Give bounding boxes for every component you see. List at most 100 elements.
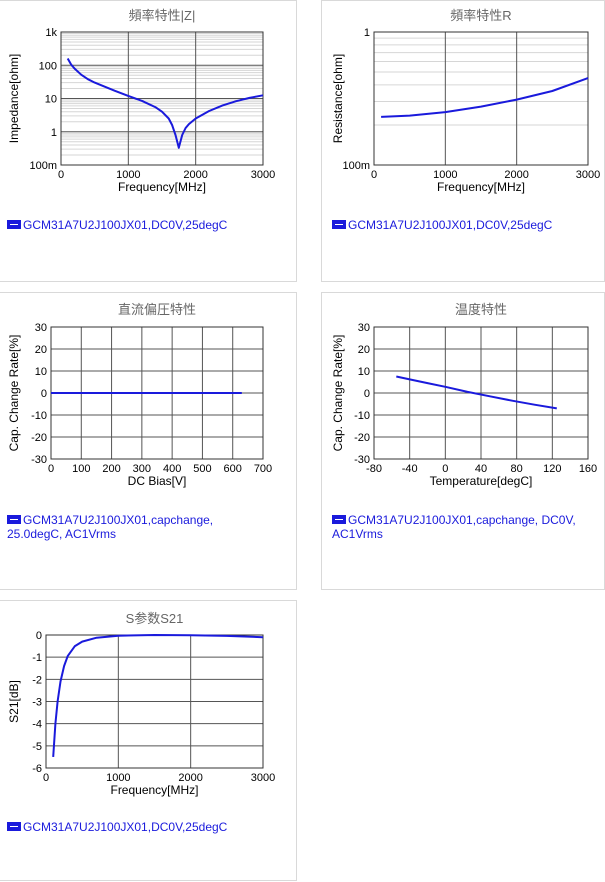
legend-swatch-icon — [7, 515, 21, 524]
x-tick-label: 2000 — [178, 772, 202, 784]
y-tick-label: 100m — [29, 160, 57, 172]
y-axis-label: Cap. Change Rate[%] — [331, 335, 345, 452]
y-tick-label: 0 — [364, 388, 370, 400]
y-tick-label: 30 — [35, 322, 47, 334]
x-tick-label: 200 — [102, 463, 120, 475]
y-tick-label: 1 — [51, 127, 57, 139]
y-tick-label: -3 — [32, 697, 42, 709]
y-tick-label: -5 — [32, 741, 42, 753]
series-line — [66, 58, 264, 149]
x-tick-label: 0 — [48, 463, 54, 475]
y-tick-label: -20 — [31, 432, 47, 444]
legend-label: GCM31A7U2J100JX01,capchange, 25.0degC, A… — [7, 513, 214, 541]
plot-frame — [60, 31, 264, 166]
legend-swatch-icon — [332, 220, 346, 229]
y-tick-label: 10 — [35, 366, 47, 378]
y-tick-label: 1 — [364, 27, 370, 39]
y-tick-label: -4 — [32, 719, 42, 731]
y-tick-label: 100m — [342, 160, 370, 172]
y-tick-label: -2 — [32, 674, 42, 686]
y-tick-label: 100 — [39, 60, 57, 72]
x-tick-label: 120 — [543, 463, 561, 475]
series-line — [381, 77, 589, 118]
x-tick-label: -40 — [402, 463, 418, 475]
y-axis-label: S21[dB] — [7, 680, 21, 723]
x-tick-label: 1000 — [433, 169, 457, 181]
x-tick-label: 0 — [58, 169, 64, 181]
series-line — [52, 634, 264, 757]
x-tick-label: 1000 — [116, 169, 140, 181]
x-tick-label: 1000 — [106, 772, 130, 784]
x-tick-label: 80 — [511, 463, 523, 475]
x-tick-label: 3000 — [251, 772, 275, 784]
plot-frame — [373, 31, 589, 166]
y-tick-label: 10 — [45, 94, 57, 106]
y-tick-label: 20 — [358, 344, 370, 356]
resistance-chart: 100m 1 0 1000 2000 3000 頻率特性R Frequency[MHz] Res… — [331, 8, 600, 194]
chart-title: 頻率特性R — [450, 8, 511, 23]
legend-label: GCM31A7U2J100JX01,DC0V,25degC — [23, 820, 228, 834]
x-tick-label: 500 — [193, 463, 211, 475]
x-tick-label: 2000 — [183, 169, 207, 181]
y-tick-label: -10 — [354, 410, 370, 422]
chart-title: 頻率特性|Z| — [129, 8, 196, 23]
y-tick-label: 10 — [358, 366, 370, 378]
series-line — [396, 375, 557, 410]
y-tick-label: 0 — [36, 630, 42, 642]
chart-panel-temperature: -30 -20 -10 0 10 20 30 -80 -40 0 40 80 120 160 温度特性 Tem… — [321, 292, 605, 590]
legend-label: GCM31A7U2J100JX01,DC0V,25degC — [23, 218, 228, 232]
y-tick-label: 1k — [45, 27, 57, 39]
x-tick-label: 400 — [163, 463, 181, 475]
y-tick-label: -30 — [354, 454, 370, 466]
y-tick-label: 20 — [35, 344, 47, 356]
x-tick-label: 300 — [133, 463, 151, 475]
x-tick-label: -80 — [366, 463, 382, 475]
legend-label: GCM31A7U2J100JX01,DC0V,25degC — [348, 218, 553, 232]
x-tick-label: 600 — [224, 463, 242, 475]
s21-chart: -6 -5 -4 -3 -2 -1 0 0 1000 2000 3000 S参数S21 Frequenc… — [7, 611, 275, 797]
legend-swatch-icon — [332, 515, 346, 524]
chart-panel-dc-bias: -30 -20 -10 0 10 20 30 0 100 200 300 400 500 600 700 直流… — [0, 292, 297, 590]
legend-dc-bias[interactable]: GCM31A7U2J100JX01,capchange, 25.0degC, A… — [7, 513, 247, 541]
chart-title: 直流偏圧特性 — [118, 302, 196, 317]
chart-panel-resistance: 100m 1 0 1000 2000 3000 頻率特性R Frequency[MHz] Res… — [321, 0, 605, 282]
y-tick-label: -1 — [32, 652, 42, 664]
y-axis-label: Resistance[ohm] — [331, 54, 345, 143]
x-tick-label: 3000 — [251, 169, 275, 181]
x-tick-label: 0 — [371, 169, 377, 181]
y-tick-label: -10 — [31, 410, 47, 422]
impedance-chart: 100m 1 10 100 1k 0 1000 2000 3000 頻率特性|Z| Frequenc… — [7, 8, 275, 194]
y-axis-label: Cap. Change Rate[%] — [7, 335, 21, 452]
x-tick-label: 160 — [579, 463, 597, 475]
x-axis-label: DC Bias[V] — [128, 474, 187, 488]
legend-s21[interactable]: GCM31A7U2J100JX01,DC0V,25degC — [7, 820, 287, 834]
legend-temperature[interactable]: GCM31A7U2J100JX01,capchange, DC0V, AC1Vr… — [332, 513, 602, 541]
x-tick-label: 0 — [442, 463, 448, 475]
chart-panel-s21: -6 -5 -4 -3 -2 -1 0 0 1000 2000 3000 S参数S21 Frequenc… — [0, 600, 297, 881]
x-tick-label: 100 — [72, 463, 90, 475]
chart-title: 温度特性 — [455, 302, 507, 317]
x-tick-label: 40 — [475, 463, 487, 475]
y-tick-label: -20 — [354, 432, 370, 444]
x-axis-label: Frequency[MHz] — [110, 783, 198, 797]
y-tick-label: 30 — [358, 322, 370, 334]
legend-label: GCM31A7U2J100JX01,capchange, DC0V, AC1Vr… — [332, 513, 576, 541]
x-tick-label: 700 — [254, 463, 272, 475]
legend-impedance[interactable]: GCM31A7U2J100JX01,DC0V,25degC — [7, 218, 287, 232]
legend-resistance[interactable]: GCM31A7U2J100JX01,DC0V,25degC — [332, 218, 602, 232]
y-tick-label: 0 — [41, 388, 47, 400]
y-axis-label: Impedance[ohm] — [7, 54, 21, 143]
x-tick-label: 2000 — [504, 169, 528, 181]
plot-frame — [373, 326, 589, 460]
legend-swatch-icon — [7, 822, 21, 831]
legend-swatch-icon — [7, 220, 21, 229]
y-tick-label: -30 — [31, 454, 47, 466]
x-tick-label: 0 — [43, 772, 49, 784]
y-tick-label: -6 — [32, 763, 42, 775]
x-axis-label: Temperature[degC] — [430, 474, 533, 488]
chart-panel-impedance: 100m 1 10 100 1k 0 1000 2000 3000 頻率特性|Z| Frequenc… — [0, 0, 297, 282]
chart-title: S参数S21 — [126, 611, 184, 626]
x-axis-label: Frequency[MHz] — [118, 180, 206, 194]
x-tick-label: 3000 — [576, 169, 600, 181]
